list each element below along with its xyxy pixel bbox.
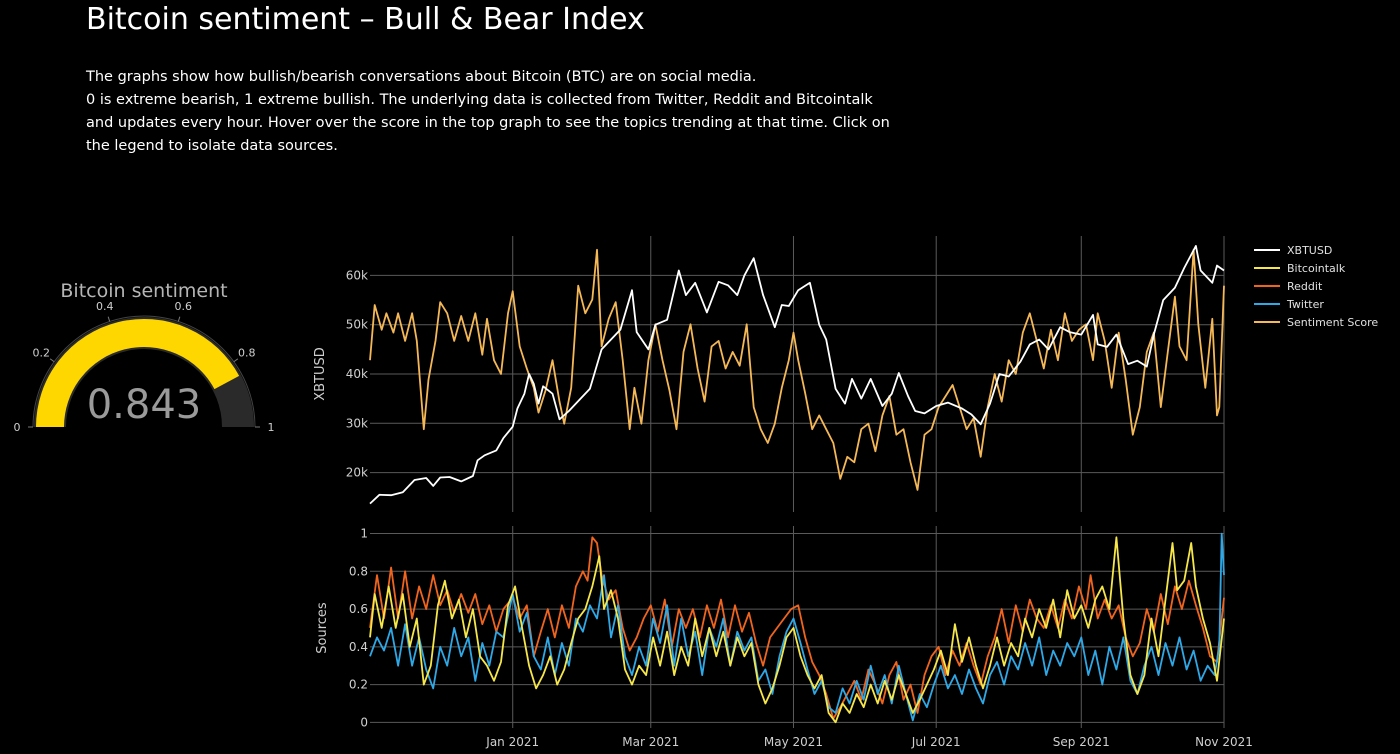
description-line: the legend to isolate data sources.	[86, 138, 338, 154]
x-tick-label: Nov 2021	[1195, 735, 1253, 749]
legend-label: Twitter	[1286, 298, 1324, 311]
legend-item-reddit[interactable]: Reddit	[1254, 280, 1323, 293]
gauge-tick	[49, 358, 55, 363]
x-tick-label: Jan 2021	[485, 735, 539, 749]
legend-label: Reddit	[1287, 280, 1323, 293]
gauge-tick	[177, 316, 181, 322]
page-title: Bitcoin sentiment – Bull & Bear Index	[86, 2, 645, 37]
legend-item-bitcointalk[interactable]: Bitcointalk	[1254, 262, 1346, 275]
series-line-bitcointalk[interactable]	[369, 536, 1225, 724]
description-line: 0 is extreme bearish, 1 extreme bullish.…	[86, 92, 873, 108]
bottom-y-tick-label: 0.6	[349, 602, 368, 616]
gauge-bar	[36, 319, 240, 428]
top-y-tick-label: 50k	[346, 318, 368, 332]
x-tick-label: May 2021	[764, 735, 823, 749]
gauge-tick-label: 0.4	[96, 300, 114, 313]
gauge-tick	[233, 358, 239, 363]
top-y-tick-label: 30k	[346, 416, 368, 430]
gauge-tick	[107, 316, 111, 322]
legend-item-twitter[interactable]: Twitter	[1254, 298, 1324, 311]
top-y-axis-label: XBTUSD	[313, 347, 328, 401]
bottom-y-tick-label: 0.8	[349, 564, 368, 578]
gauge-value: 0.843	[87, 382, 202, 428]
gauge-tick-label: 0.6	[174, 300, 192, 313]
series-line-sentiment-score[interactable]	[369, 248, 1225, 491]
bottom-y-axis-label: Sources	[315, 602, 330, 654]
description-line: The graphs show how bullish/bearish conv…	[86, 69, 757, 85]
description-line: and updates every hour. Hover over the s…	[86, 115, 890, 131]
gauge-tick-label: 0.8	[238, 346, 256, 359]
bottom-y-tick-label: 0.4	[349, 640, 368, 654]
top-y-tick-label: 40k	[346, 367, 368, 381]
gauge-title: Bitcoin sentiment	[60, 280, 227, 302]
gauge-tick-label: 0.2	[33, 346, 51, 359]
gauge-outline	[32, 315, 256, 428]
legend-item-sentiment-score[interactable]: Sentiment Score	[1254, 316, 1378, 329]
gauge-tick-label: 1	[268, 421, 275, 434]
x-tick-label: Jul 2021	[911, 735, 961, 749]
gauge-tick-label: 0	[14, 421, 21, 434]
top-y-tick-label: 20k	[346, 466, 368, 480]
series-line-twitter[interactable]	[369, 532, 1225, 722]
legend-label: XBTUSD	[1287, 244, 1332, 257]
series-line-xbtusd[interactable]	[369, 245, 1225, 505]
legend[interactable]: XBTUSD Bitcointalk Reddit Twitter Sentiment …	[1254, 244, 1378, 329]
legend-label: Bitcointalk	[1287, 262, 1346, 275]
bottom-y-tick-label: 0.2	[349, 678, 368, 692]
legend-label: Sentiment Score	[1287, 316, 1378, 329]
page-description: The graphs show how bullish/bearish conv…	[86, 66, 890, 158]
sentiment-gauge: Bitcoin sentiment 0 0.2 0.4 0.6 0.8 1 0.843	[14, 280, 275, 434]
legend-item-xbtusd[interactable]: XBTUSD	[1254, 244, 1332, 257]
x-tick-label: Mar 2021	[622, 735, 679, 749]
x-tick-label: Sep 2021	[1053, 735, 1110, 749]
top-y-tick-label: 60k	[346, 268, 368, 282]
bottom-y-tick-label: 0	[360, 715, 368, 729]
bottom-y-tick-label: 1	[360, 527, 368, 541]
